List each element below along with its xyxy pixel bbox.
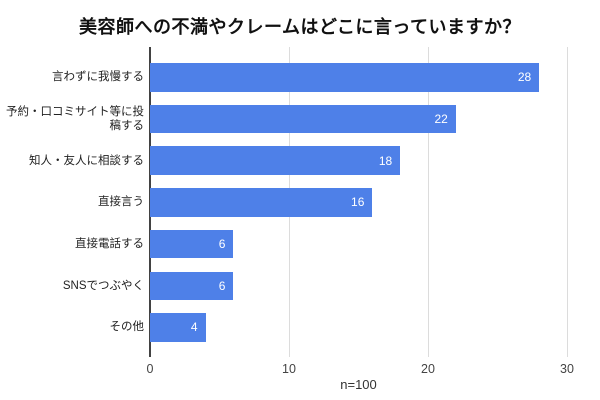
bar: 6 <box>150 271 234 300</box>
bar: 4 <box>150 313 206 342</box>
category-label: その他 <box>109 321 145 334</box>
gridline <box>567 47 568 357</box>
category-label: 予約・口コミサイト等に投稿する <box>6 105 144 132</box>
bar-value-label: 16 <box>351 195 365 210</box>
bar-value-label: 6 <box>218 237 226 252</box>
category-label: 言わずに我慢する <box>52 71 144 84</box>
x-tick-label: 0 <box>146 362 154 376</box>
bar: 22 <box>150 104 456 134</box>
bar-value-label: 18 <box>378 153 393 168</box>
bar-value-label: 22 <box>434 111 448 126</box>
x-axis-caption: n=100 <box>340 377 377 392</box>
bar: 18 <box>150 146 401 175</box>
category-label: 知人・友人に相談する <box>29 154 144 167</box>
x-tick-label: 10 <box>282 362 296 376</box>
category-label: 直接電話する <box>75 238 144 251</box>
x-tick-label: 30 <box>560 362 574 376</box>
bar: 16 <box>150 188 373 217</box>
x-tick-label: 20 <box>421 362 435 376</box>
chart-title: 美容師への不満やクレームはどこに言っていますか？ <box>78 17 522 37</box>
bar-value-label: 6 <box>218 278 226 293</box>
bar: 6 <box>150 229 234 259</box>
bar: 28 <box>150 63 540 92</box>
category-label: 直接言う <box>98 196 144 209</box>
bar-value-label: 4 <box>190 320 198 335</box>
category-label: SNSでつぶやく <box>62 279 144 292</box>
bar-value-label: 28 <box>517 70 532 85</box>
gridline <box>428 47 429 357</box>
